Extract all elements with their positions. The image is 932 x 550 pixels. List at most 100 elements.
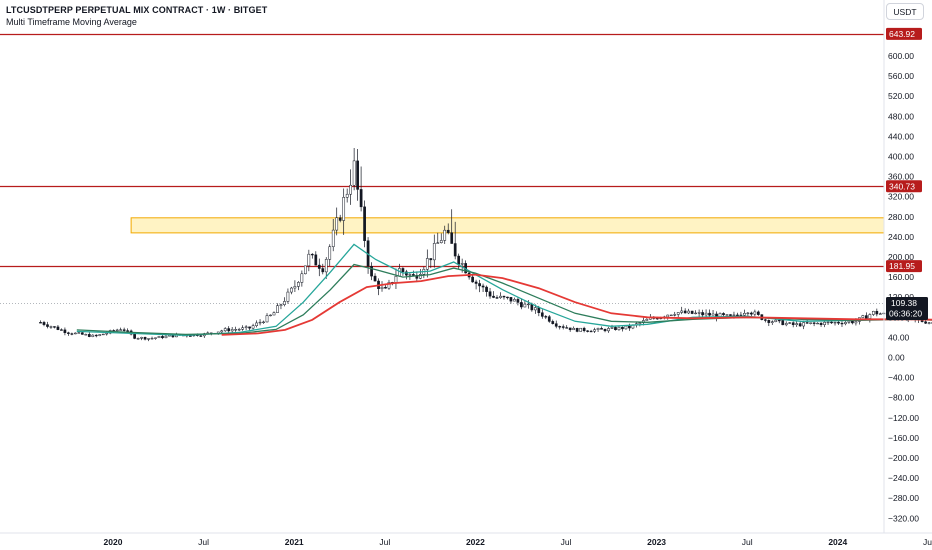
candle-body <box>844 322 847 325</box>
candle-body <box>429 258 433 261</box>
candle-body <box>502 295 506 298</box>
candle-body <box>143 337 147 340</box>
candle-body <box>60 329 63 331</box>
candle-body <box>425 258 429 270</box>
candle-body <box>687 310 691 314</box>
candle-body <box>851 320 854 324</box>
candle-body <box>666 314 670 318</box>
candle-body <box>770 321 774 323</box>
candle-body <box>304 265 307 275</box>
candle-body <box>474 281 478 284</box>
y-tick-label: −240.00 <box>888 473 919 483</box>
candle-body <box>722 313 725 316</box>
candle-body <box>575 327 579 332</box>
candle-body <box>833 321 837 324</box>
candle-body <box>837 321 840 324</box>
candle-body <box>509 297 513 302</box>
candle-body <box>290 287 293 293</box>
candle-body <box>757 311 760 315</box>
candle-body <box>446 229 450 233</box>
candle-body <box>478 283 481 287</box>
x-tick-label: 2023 <box>647 537 666 547</box>
candle-body <box>189 335 192 337</box>
candle-body <box>593 329 596 332</box>
candle-body <box>774 319 778 322</box>
resistance-zone[interactable] <box>130 217 885 234</box>
candle-body <box>676 312 680 315</box>
candle-body <box>251 325 255 329</box>
candle-body <box>230 329 234 332</box>
candle-body <box>408 274 412 276</box>
candle-body <box>795 323 799 326</box>
y-tick-label: −160.00 <box>888 433 919 443</box>
candle-body <box>269 314 272 317</box>
candle-body <box>638 322 642 324</box>
candle-body <box>234 329 238 331</box>
candle-body <box>865 315 868 319</box>
moving-average-line <box>76 243 932 337</box>
candle-body <box>310 253 314 256</box>
candle-body <box>101 333 105 336</box>
candle-body <box>244 326 248 329</box>
candle-body <box>711 313 715 316</box>
candle-body <box>265 315 269 323</box>
candle-body <box>868 314 872 319</box>
candle-body <box>359 189 363 208</box>
candle-body <box>788 322 792 324</box>
candle-body <box>743 312 746 316</box>
candle-body <box>380 286 384 289</box>
candle-body <box>750 312 753 315</box>
candle-body <box>878 313 882 315</box>
x-tick-label: Jul <box>742 537 753 547</box>
candle-body <box>621 327 624 330</box>
level-price-label: 643.92 <box>889 29 915 39</box>
candle-body <box>506 296 509 299</box>
candle-body <box>527 303 530 306</box>
candle-body <box>324 259 328 273</box>
candle-body <box>673 314 677 316</box>
candle-body <box>767 320 771 323</box>
candle-body <box>119 329 123 331</box>
candle-body <box>418 274 422 279</box>
candle-body <box>617 327 621 331</box>
candle-body <box>596 328 600 330</box>
candle-body <box>105 332 109 335</box>
candle-body <box>115 329 119 332</box>
candle-body <box>262 321 265 323</box>
candle-body <box>164 335 168 339</box>
candle-body <box>924 321 927 324</box>
candle-body <box>558 326 562 328</box>
candle-body <box>471 276 474 283</box>
candle-body <box>439 240 443 244</box>
candle-body <box>492 295 495 298</box>
y-tick-label: 440.00 <box>888 131 914 141</box>
candle-body <box>394 276 398 283</box>
x-tick-label: Jul <box>561 537 572 547</box>
candle-body <box>488 291 492 297</box>
candle-body <box>74 332 77 335</box>
time-axis[interactable]: 2020Jul2021Jul2022Jul2023Jul2024Jul2025J… <box>104 537 932 547</box>
indicator-label[interactable]: Multi Timeframe Moving Average <box>6 17 137 27</box>
candle-body <box>690 310 694 314</box>
candle-body <box>805 322 809 324</box>
y-tick-label: 0.00 <box>888 353 905 363</box>
candle-body <box>809 322 812 324</box>
candle-body <box>708 312 711 316</box>
currency-button[interactable]: USDT <box>886 3 924 20</box>
candle-body <box>387 282 391 289</box>
candle-body <box>830 321 833 324</box>
candle-body <box>516 299 520 303</box>
candle-body <box>624 325 628 330</box>
y-tick-label: 400.00 <box>888 152 914 162</box>
candle-body <box>861 315 865 318</box>
candle-body <box>258 321 262 324</box>
candle-body <box>307 253 311 267</box>
candle-body <box>223 328 227 332</box>
candle-body <box>77 332 81 334</box>
y-tick-label: −320.00 <box>888 513 919 523</box>
candle-body <box>432 243 436 261</box>
level-price-tag <box>886 260 922 273</box>
candle-body <box>373 275 377 282</box>
candle-body <box>87 334 91 337</box>
